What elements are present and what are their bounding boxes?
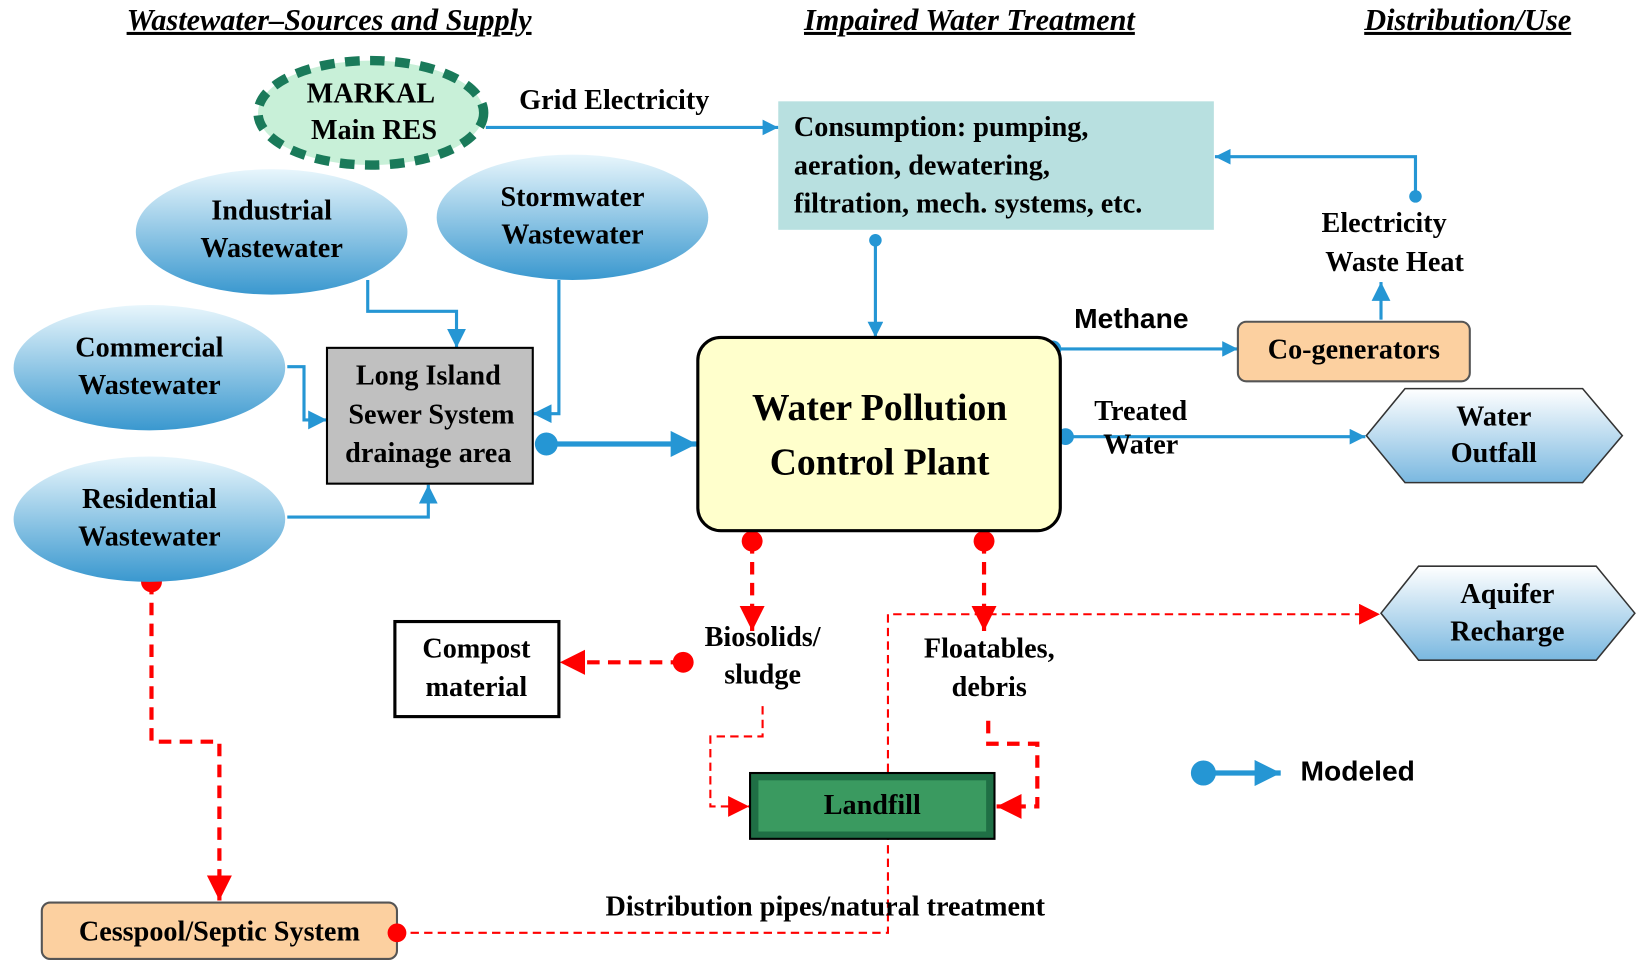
- dot: [741, 530, 763, 552]
- node-label: Main RES: [311, 115, 437, 146]
- node-label: aeration, dewatering,: [794, 151, 1050, 182]
- edge: [287, 484, 438, 519]
- node-label: Control Plant: [770, 442, 990, 484]
- node-label: Consumption: pumping,: [794, 112, 1089, 143]
- dot: [672, 651, 694, 673]
- node-label: drainage area: [345, 438, 511, 469]
- edge-label: Methane: [1074, 302, 1188, 334]
- node-label: filtration, mech. systems, etc.: [794, 188, 1142, 219]
- node-label: Landfill: [824, 790, 921, 821]
- edge: [396, 603, 1380, 934]
- edge: [986, 720, 1040, 819]
- header: Wastewater–Sources and Supply: [127, 3, 532, 37]
- edge: [287, 365, 327, 430]
- plant-node: [696, 335, 1062, 533]
- header: Distribution/Use: [1363, 3, 1571, 37]
- node-label: material: [425, 672, 527, 703]
- node-label: Wastewater: [501, 220, 643, 251]
- dot: [973, 530, 995, 552]
- outfall-node: [1365, 387, 1624, 484]
- edge-label: sludge: [724, 659, 801, 690]
- edge: [709, 706, 764, 817]
- edge-label: Floatables,: [924, 633, 1055, 664]
- edge: [532, 279, 561, 424]
- node-label: Wastewater: [78, 521, 220, 552]
- legend-dot: [1190, 760, 1216, 786]
- legend: Modeled: [1190, 754, 1415, 786]
- legend-label: Modeled: [1301, 754, 1415, 786]
- cogen-node: [1236, 320, 1471, 383]
- sewer-node: [325, 346, 534, 485]
- edge-label: Waste Heat: [1325, 247, 1464, 278]
- consumption-node: [778, 101, 1214, 230]
- edge: [366, 279, 466, 348]
- node-label: Water: [1456, 401, 1531, 432]
- node-label: Wastewater: [200, 233, 342, 264]
- node-label: Sewer System: [348, 399, 514, 430]
- node-label: Stormwater: [500, 182, 644, 213]
- edge-label: debris: [952, 672, 1027, 703]
- dot: [1409, 190, 1422, 203]
- header: Impaired Water Treatment: [803, 3, 1136, 37]
- node-label: Water Pollution: [752, 387, 1007, 429]
- dot: [387, 923, 407, 943]
- edge-label: Distribution pipes/natural treatment: [606, 891, 1046, 922]
- dot: [534, 432, 558, 456]
- node-label: Aquifer: [1460, 579, 1554, 610]
- node-label: Residential: [82, 484, 217, 515]
- nodes: MARKAL Main RES Industrial Wastewater St…: [13, 55, 1636, 960]
- edge-label: Electricity: [1322, 208, 1447, 239]
- node-label: Wastewater: [78, 370, 220, 401]
- landfill-inner: [758, 780, 987, 832]
- node-label: Industrial: [211, 196, 332, 227]
- headers: Wastewater–Sources and Supply Impaired W…: [127, 3, 1572, 37]
- source-node: [135, 169, 408, 295]
- dot: [869, 233, 882, 247]
- source-node: [436, 154, 709, 280]
- node-label: Long Island: [356, 361, 501, 392]
- edge-labels: Grid Electricity Electricity Waste Heat …: [519, 85, 1464, 922]
- edge-label: Treated: [1094, 396, 1187, 427]
- node-label: Outfall: [1451, 438, 1537, 469]
- edge-label: Biosolids/: [705, 622, 822, 653]
- node-label: Compost: [422, 633, 531, 664]
- node-label: Recharge: [1450, 617, 1564, 648]
- edge-label: Water: [1103, 430, 1178, 461]
- compost-node: [393, 619, 561, 719]
- edge: [149, 581, 232, 901]
- node-label: Cesspool/Septic System: [79, 916, 360, 947]
- node-label: Commercial: [75, 332, 223, 363]
- node-label: Co-generators: [1268, 335, 1440, 366]
- source-node: [13, 305, 286, 431]
- edge-label: Grid Electricity: [519, 85, 709, 116]
- source-node: [13, 456, 286, 582]
- markal-node: [253, 55, 489, 170]
- edge: [1214, 148, 1418, 197]
- node-label: MARKAL: [307, 79, 435, 110]
- aquifer-node: [1379, 565, 1636, 661]
